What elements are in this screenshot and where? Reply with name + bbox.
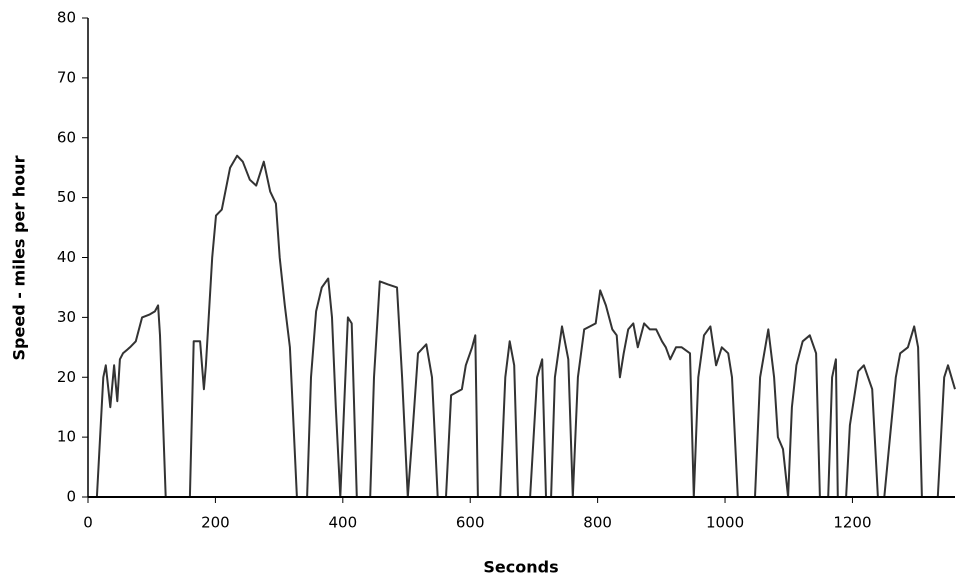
y-tick-label: 60 [57, 128, 76, 146]
y-tick-label: 0 [66, 488, 76, 506]
x-tick-label: 0 [83, 514, 93, 532]
x-tick-label: 1000 [706, 514, 744, 532]
x-tick-label: 400 [328, 514, 357, 532]
speed-line [88, 154, 956, 498]
x-tick-label: 600 [456, 514, 485, 532]
x-tick-label: 200 [201, 514, 230, 532]
x-tick-label: 1200 [833, 514, 871, 532]
y-tick-label: 80 [57, 9, 76, 27]
y-tick-label: 20 [57, 368, 76, 386]
y-tick-label: 70 [57, 68, 76, 86]
y-axis-title: Speed - miles per hour [10, 155, 29, 360]
x-tick-label: 800 [583, 514, 612, 532]
y-tick-label: 40 [57, 248, 76, 266]
y-tick-label: 30 [57, 308, 76, 326]
y-tick-label: 10 [57, 428, 76, 446]
y-tick-label: 50 [57, 188, 76, 206]
x-axis-title: Seconds [483, 558, 558, 577]
